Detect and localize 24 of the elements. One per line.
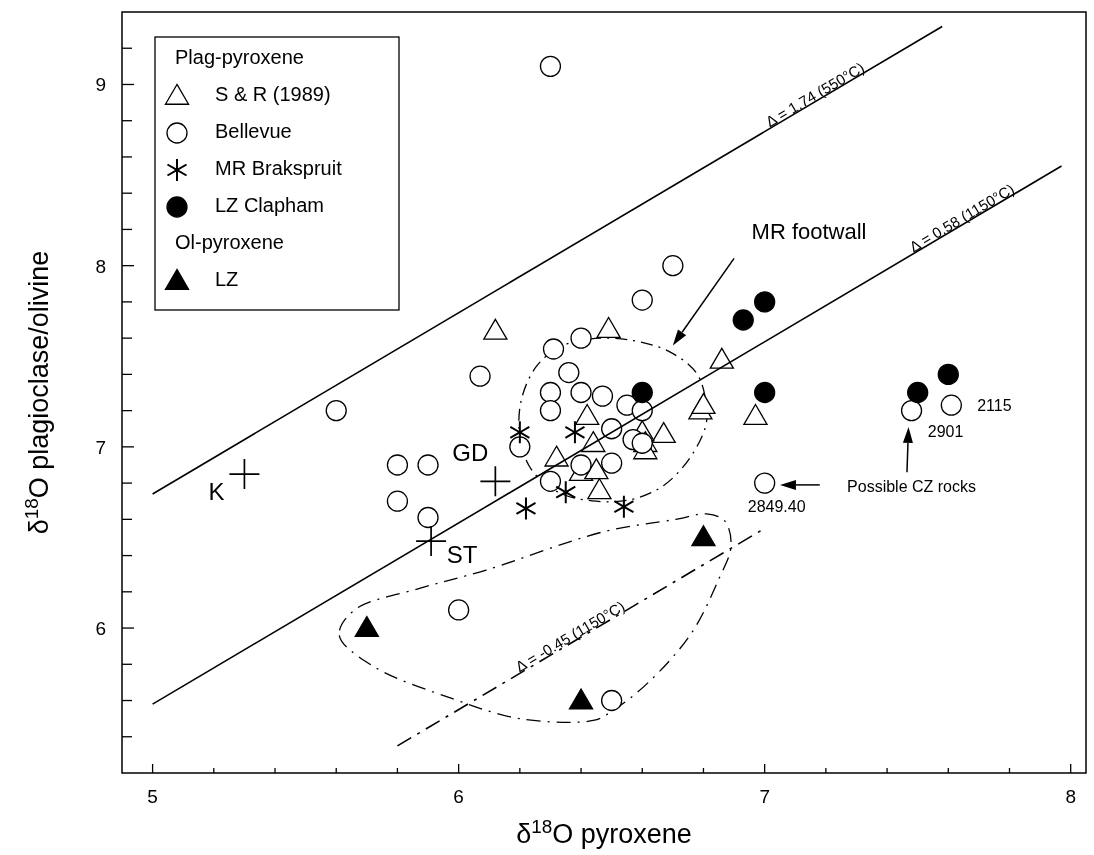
legend-title: Plag-pyroxene xyxy=(175,46,304,69)
annotation: MR footwall xyxy=(751,218,867,244)
legend-label: S & R (1989) xyxy=(215,83,331,106)
annotation: K xyxy=(208,478,225,506)
x-tick-label: 7 xyxy=(759,786,770,807)
x-tick-label: 6 xyxy=(453,786,464,807)
annotation: 2115 xyxy=(977,397,1012,415)
y-tick-label: 9 xyxy=(95,74,106,96)
annotation: Ol-pyroxene xyxy=(175,231,284,254)
x-axis-title: δ$^{18}$O pyroxene xyxy=(516,815,692,849)
x-tick-label: 8 xyxy=(1065,786,1076,807)
x-tick-label: 5 xyxy=(147,786,158,807)
legend-label: LZ xyxy=(215,268,239,291)
annotation: Possible CZ rocks xyxy=(847,477,977,495)
annotation: GD xyxy=(452,438,489,466)
annotation: 2901 xyxy=(927,422,964,440)
legend-label: LZ Clapham xyxy=(215,194,324,217)
legend-label: Bellevue xyxy=(215,120,292,143)
y-tick-label: 6 xyxy=(95,618,106,640)
legend-label: MR Brakspruit xyxy=(215,157,343,180)
y-tick-label: 8 xyxy=(95,255,106,277)
annotation: ST xyxy=(446,541,478,569)
annotation: 2849.40 xyxy=(747,498,806,516)
y-tick-label: 7 xyxy=(95,436,106,458)
